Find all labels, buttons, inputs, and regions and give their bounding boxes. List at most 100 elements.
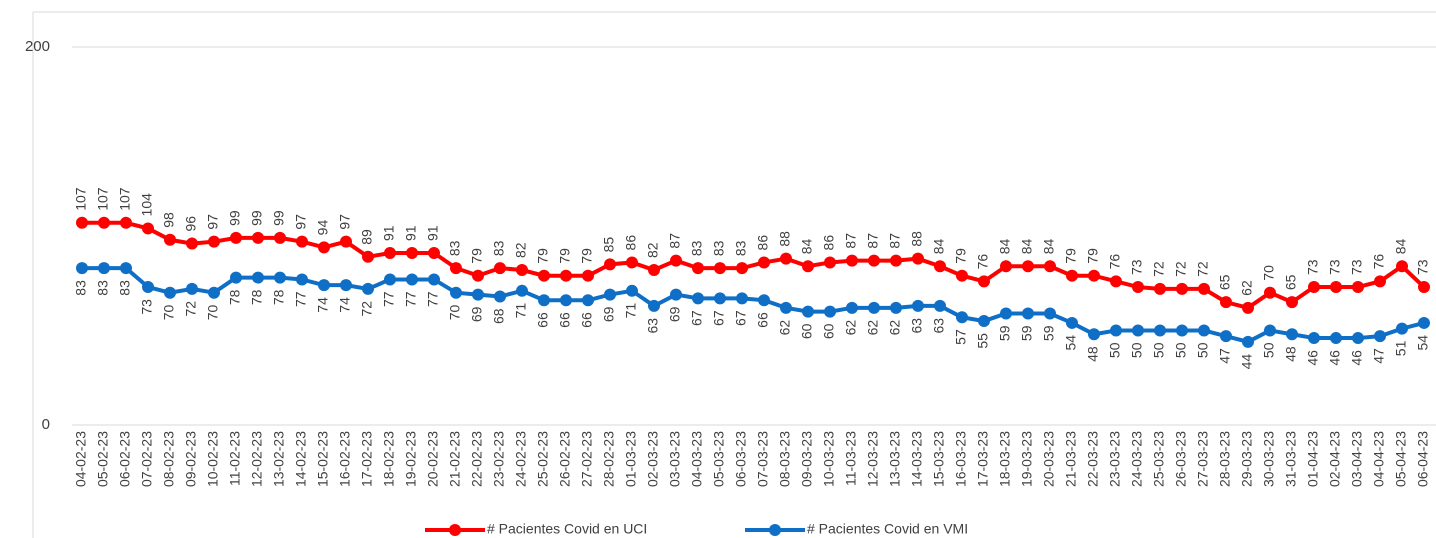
x-tick-label: 04-04-23 <box>1371 431 1387 487</box>
data-point <box>1264 324 1276 337</box>
data-label: 83 <box>447 240 463 256</box>
data-point <box>758 256 770 269</box>
x-tick-label: 01-03-23 <box>623 431 639 487</box>
x-tick-label: 17-02-23 <box>359 431 375 487</box>
x-tick-label: 06-04-23 <box>1415 431 1431 487</box>
data-point <box>516 264 528 277</box>
data-label: 74 <box>315 297 331 313</box>
data-point <box>1352 281 1364 294</box>
x-tick-label: 19-03-23 <box>1019 431 1035 487</box>
data-point <box>934 260 946 273</box>
data-point <box>868 301 880 314</box>
data-label: 78 <box>249 289 265 305</box>
data-label: 48 <box>1283 346 1299 362</box>
data-label: 70 <box>1261 265 1277 281</box>
data-point <box>472 288 484 301</box>
data-point <box>1154 282 1166 295</box>
data-point <box>208 235 220 248</box>
data-point <box>1418 281 1430 294</box>
data-point <box>1286 328 1298 341</box>
data-point <box>736 262 748 275</box>
data-label: 85 <box>601 237 617 253</box>
x-tick-label: 25-02-23 <box>535 431 551 487</box>
data-label: 47 <box>1217 348 1233 364</box>
data-point <box>142 222 154 235</box>
data-point <box>1330 281 1342 294</box>
x-tick-label: 11-02-23 <box>227 431 243 486</box>
legend-marker <box>769 524 781 536</box>
x-tick-label: 10-02-23 <box>205 431 221 487</box>
data-point <box>714 292 726 305</box>
data-point <box>956 269 968 282</box>
x-tick-label: 13-02-23 <box>271 431 287 487</box>
data-point <box>208 286 220 299</box>
x-tick-label: 05-02-23 <box>95 431 111 487</box>
x-tick-label: 07-03-23 <box>755 431 771 487</box>
data-label: 76 <box>1107 254 1123 270</box>
data-label: 72 <box>183 301 199 317</box>
data-label: 72 <box>1151 261 1167 277</box>
x-tick-label: 21-02-23 <box>447 431 463 487</box>
data-point <box>230 231 242 244</box>
data-point <box>1022 307 1034 320</box>
data-point <box>1242 335 1254 348</box>
data-label: 79 <box>579 248 595 264</box>
data-label: 51 <box>1393 340 1409 356</box>
data-label: 77 <box>293 291 309 307</box>
x-tick-label: 19-02-23 <box>403 431 419 487</box>
data-label: 91 <box>403 225 419 241</box>
data-label: 54 <box>1415 335 1431 351</box>
data-label: 73 <box>1129 259 1145 275</box>
data-label: 98 <box>161 212 177 228</box>
data-point <box>1352 332 1364 345</box>
data-point <box>846 254 858 267</box>
data-label: 86 <box>755 235 771 251</box>
data-point <box>1286 296 1298 309</box>
data-label: 59 <box>997 325 1013 341</box>
data-point <box>428 247 440 260</box>
data-point <box>846 301 858 314</box>
data-point <box>494 290 506 303</box>
x-tick-label: 23-02-23 <box>491 431 507 487</box>
data-point <box>274 231 286 244</box>
data-point <box>516 284 528 297</box>
x-tick-label: 04-03-23 <box>689 431 705 487</box>
data-label: 69 <box>667 306 683 322</box>
data-point <box>648 299 660 312</box>
data-label: 83 <box>711 240 727 256</box>
data-label: 79 <box>953 248 969 264</box>
data-point <box>1198 282 1210 295</box>
data-label: 65 <box>1283 274 1299 290</box>
x-tick-label: 25-03-23 <box>1151 431 1167 487</box>
data-label: 70 <box>161 304 177 320</box>
data-point <box>1110 324 1122 337</box>
legend-marker <box>449 524 461 536</box>
data-label: 60 <box>799 323 815 339</box>
data-label: 47 <box>1371 348 1387 364</box>
data-point <box>472 269 484 282</box>
x-tick-label: 24-02-23 <box>513 431 529 487</box>
data-label: 83 <box>733 240 749 256</box>
data-label: 99 <box>249 210 265 226</box>
data-point <box>142 281 154 294</box>
x-tick-label: 01-04-23 <box>1305 431 1321 487</box>
data-label: 79 <box>557 248 573 264</box>
data-label: 78 <box>227 289 243 305</box>
data-label: 84 <box>931 238 947 254</box>
data-point <box>1088 269 1100 282</box>
data-point <box>1044 260 1056 273</box>
data-point <box>560 269 572 282</box>
data-label: 78 <box>271 289 287 305</box>
data-label: 46 <box>1349 350 1365 366</box>
data-point <box>956 311 968 324</box>
data-point <box>670 254 682 267</box>
data-label: 76 <box>1371 254 1387 270</box>
x-tick-label: 26-02-23 <box>557 431 573 487</box>
data-point <box>186 282 198 295</box>
data-point <box>934 299 946 312</box>
data-label: 66 <box>579 312 595 328</box>
data-point <box>538 269 550 282</box>
data-point <box>780 301 792 314</box>
data-point <box>582 269 594 282</box>
